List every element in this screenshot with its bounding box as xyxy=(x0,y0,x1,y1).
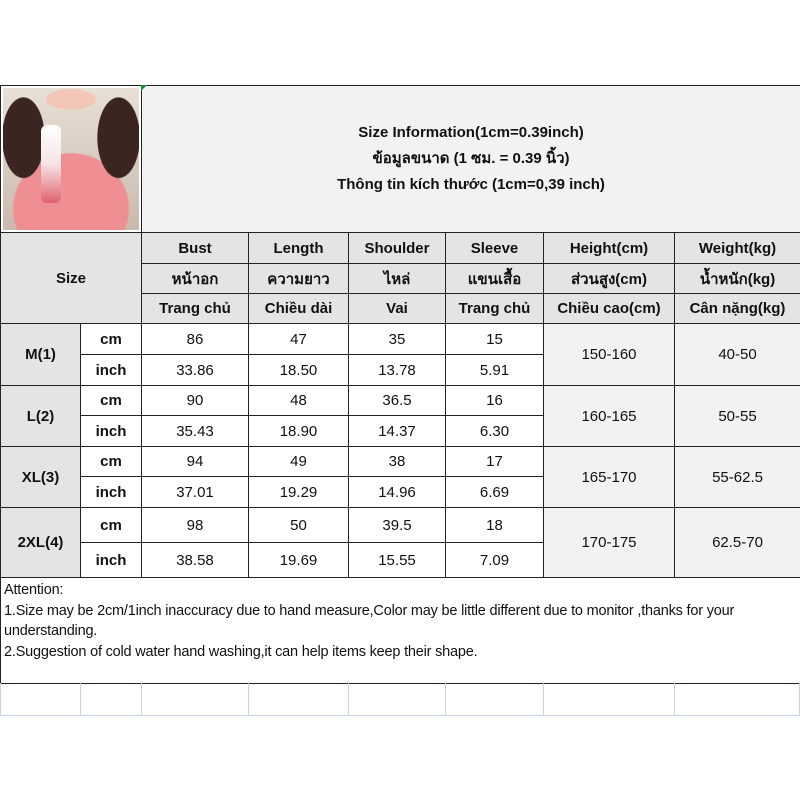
measurement-cell: 35.43 xyxy=(141,415,249,447)
measurement-cell: 86 xyxy=(141,323,249,355)
table-row: M(1) cm 86 47 35 15 150-160 40-50 xyxy=(0,323,800,386)
title-english: Size Information(1cm=0.39inch) xyxy=(358,124,584,141)
title-thai: ข้อมูลขนาด (1 ซม. = 0.39 นิ้ว) xyxy=(372,150,570,167)
product-photo xyxy=(0,85,142,233)
measurement-cell: 6.30 xyxy=(445,415,544,447)
size-label: 2XL(4) xyxy=(0,507,81,578)
column-header-thai: แขนเสื้อ xyxy=(445,263,544,294)
weight-range: 62.5-70 xyxy=(673,507,800,578)
height-range: 160-165 xyxy=(543,385,675,447)
column-header-thai: ไหล่ xyxy=(348,263,446,294)
measurement-cell: 47 xyxy=(248,323,349,355)
column-header-english: Sleeve xyxy=(445,232,544,264)
measurement-cell: 38.58 xyxy=(141,542,249,578)
column-header-thai: น้ำหนัก(kg) xyxy=(673,263,800,294)
measurement-cell: 18.90 xyxy=(248,415,349,447)
size-label: L(2) xyxy=(0,385,81,447)
unit-label: inch xyxy=(80,542,142,578)
height-range: 170-175 xyxy=(543,507,675,578)
table-row: inch 37.01 19.29 14.96 6.69 xyxy=(1,476,800,508)
cell-marker xyxy=(141,85,147,91)
measurement-cell: 7.09 xyxy=(445,542,544,578)
measurement-cell: 14.37 xyxy=(348,415,446,447)
measurement-cell: 36.5 xyxy=(348,385,446,416)
measurement-cell: 15.55 xyxy=(348,542,446,578)
table-row: 2XL(4) cm 98 50 39.5 18 170-175 62.5-70 xyxy=(0,507,800,578)
measurement-cell: 5.91 xyxy=(445,354,544,386)
column-header-thai: ส่วนสูง(cm) xyxy=(543,263,675,294)
measurement-cell: 18.50 xyxy=(248,354,349,386)
height-range: 150-160 xyxy=(543,323,675,386)
column-header-vietnamese: Vai xyxy=(348,293,446,324)
size-header: Size xyxy=(0,232,142,324)
unit-label: cm xyxy=(80,507,142,543)
column-header-thai: หน้าอก xyxy=(141,263,249,294)
measurement-cell: 37.01 xyxy=(141,476,249,508)
column-header-vietnamese: Trang chủ xyxy=(445,293,544,324)
column-header-thai: ความยาว xyxy=(248,263,349,294)
measurement-cell: 48 xyxy=(248,385,349,416)
measurement-cell: 14.96 xyxy=(348,476,446,508)
weight-range: 50-55 xyxy=(673,385,800,447)
measurement-cell: 39.5 xyxy=(348,507,446,543)
column-header-vietnamese: Chiều dài xyxy=(248,293,349,324)
size-label: M(1) xyxy=(0,323,81,386)
measurement-cell: 98 xyxy=(141,507,249,543)
column-header-english: Bust xyxy=(141,232,249,264)
unit-label: inch xyxy=(80,354,142,386)
size-table: Size Information(1cm=0.39inch) ข้อมูลขนา… xyxy=(0,85,800,684)
measurement-cell: 35 xyxy=(348,323,446,355)
measurement-cell: 13.78 xyxy=(348,354,446,386)
attention-heading: Attention: xyxy=(4,582,64,598)
unit-label: inch xyxy=(80,476,142,508)
attention-line-2: 2.Suggestion of cold water hand washing,… xyxy=(4,643,478,660)
measurement-cell: 38 xyxy=(348,446,446,477)
table-row: XL(3) cm 94 49 38 17 165-170 55-62.5 xyxy=(0,446,800,508)
measurement-cell: 6.69 xyxy=(445,476,544,508)
size-label: XL(3) xyxy=(0,446,81,508)
measurement-cell: 18 xyxy=(445,507,544,543)
empty-grid xyxy=(0,683,800,716)
table-row: inch 35.43 18.90 14.37 6.30 xyxy=(1,415,800,447)
measurement-cell: 90 xyxy=(141,385,249,416)
attention-line-1: 1.Size may be 2cm/1inch inaccuracy due t… xyxy=(4,602,735,640)
title-vietnamese: Thông tin kích thước (1cm=0,39 inch) xyxy=(337,176,605,193)
title-cell: Size Information(1cm=0.39inch) ข้อมูลขนา… xyxy=(140,85,800,233)
unit-label: inch xyxy=(80,415,142,447)
table-row: inch 33.86 18.50 13.78 5.91 xyxy=(1,354,800,386)
column-header-english: Height(cm) xyxy=(543,232,675,264)
measurement-cell: 16 xyxy=(445,385,544,416)
weight-range: 55-62.5 xyxy=(673,446,800,508)
attention-note: Attention: 1.Size may be 2cm/1inch inacc… xyxy=(0,577,800,684)
column-header-vietnamese: Cân nặng(kg) xyxy=(673,293,800,324)
height-range: 165-170 xyxy=(543,446,675,508)
unit-label: cm xyxy=(80,446,142,477)
size-chart: Size Information(1cm=0.39inch) ข้อมูลขนา… xyxy=(0,85,800,684)
measurement-cell: 94 xyxy=(141,446,249,477)
column-header-vietnamese: Chiều cao(cm) xyxy=(543,293,675,324)
column-header-english: Shoulder xyxy=(348,232,446,264)
measurement-cell: 19.29 xyxy=(248,476,349,508)
measurement-cell: 50 xyxy=(248,507,349,543)
column-header-english: Weight(kg) xyxy=(673,232,800,264)
measurement-cell: 17 xyxy=(445,446,544,477)
column-header-english: Length xyxy=(248,232,349,264)
measurement-cell: 15 xyxy=(445,323,544,355)
unit-label: cm xyxy=(80,323,142,355)
table-row: L(2) cm 90 48 36.5 16 160-165 50-55 xyxy=(0,385,800,447)
weight-range: 40-50 xyxy=(673,323,800,386)
measurement-cell: 33.86 xyxy=(141,354,249,386)
measurement-cell: 19.69 xyxy=(248,542,349,578)
unit-label: cm xyxy=(80,385,142,416)
measurement-cell: 49 xyxy=(248,446,349,477)
column-header-vietnamese: Trang chủ xyxy=(141,293,249,324)
table-row: inch 38.58 19.69 15.55 7.09 xyxy=(1,542,800,578)
